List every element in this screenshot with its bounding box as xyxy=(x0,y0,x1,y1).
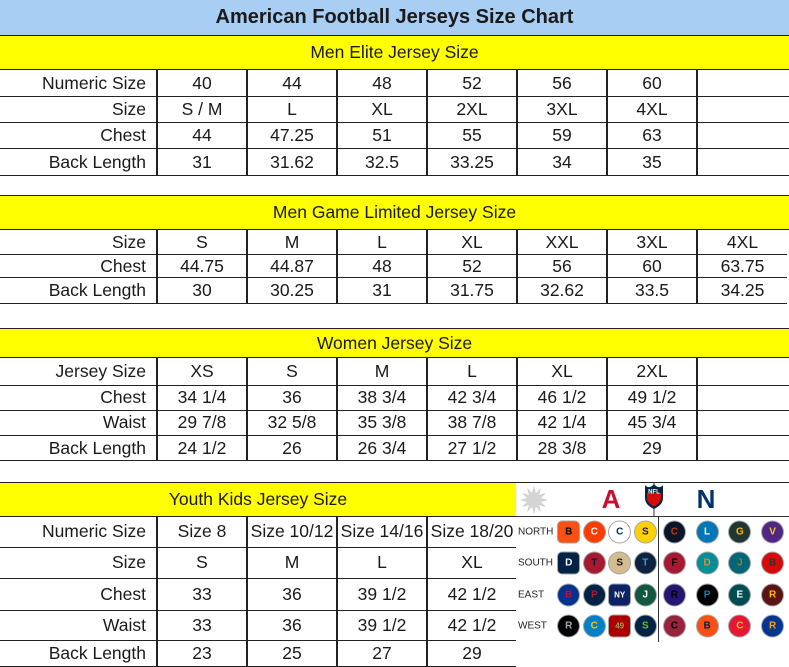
svg-text:A: A xyxy=(602,484,621,514)
svg-text:N: N xyxy=(697,484,716,514)
svg-text:NFL: NFL xyxy=(648,490,660,496)
